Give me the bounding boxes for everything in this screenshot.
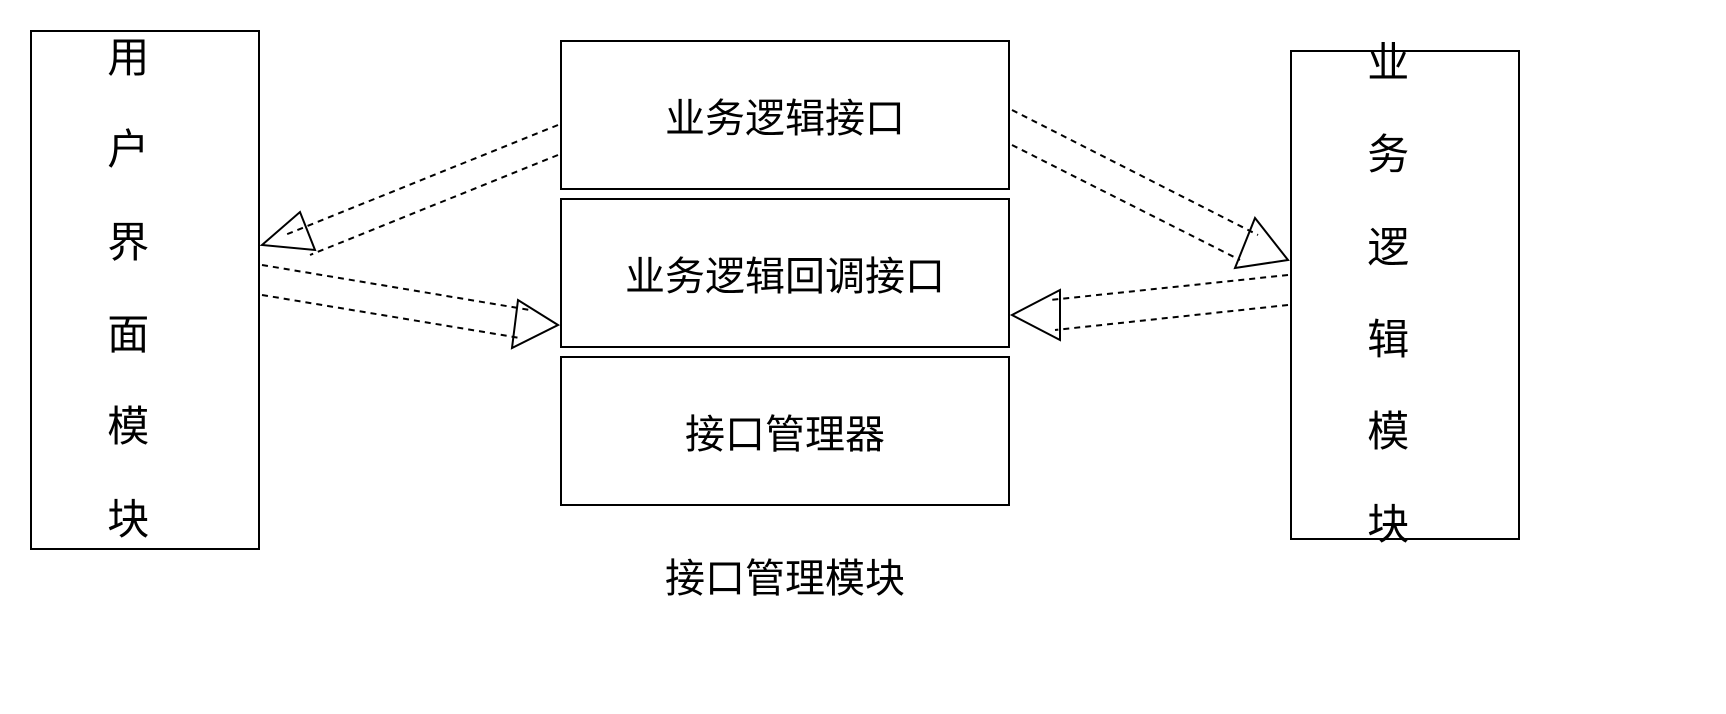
text-line: 业 务	[1312, 18, 1498, 203]
node-interface-manager: 接口管理器	[560, 356, 1010, 506]
node-interface-management-group: 业务逻辑接口 业务逻辑回调接口 接口管理器 接口管理模块	[560, 40, 1010, 604]
node-business-logic-interface: 业务逻辑接口	[560, 40, 1010, 190]
arrow-interface-to-ui	[262, 125, 558, 255]
node-label: 业务逻辑接口	[665, 86, 905, 144]
node-label: 业务逻辑回调接口	[625, 244, 945, 302]
node-label: 接口管理器	[685, 402, 885, 460]
diagram-container: 用 户 界 面 模 块 业 务 逻 辑 模 块 业务逻辑接口 业务逻辑回调接口 …	[0, 0, 1726, 714]
node-label: 业 务 逻 辑 模 块	[1312, 18, 1498, 572]
node-label: 用 户 界 面 模 块	[52, 13, 238, 567]
node-business-logic-module: 业 务 逻 辑 模 块	[1290, 50, 1520, 540]
arrow-logic-to-callback	[1012, 275, 1288, 340]
node-business-logic-callback-interface: 业务逻辑回调接口	[560, 198, 1010, 348]
node-user-interface-module: 用 户 界 面 模 块	[30, 30, 260, 550]
text-line: 模 块	[52, 382, 238, 567]
text-line: 模 块	[1312, 387, 1498, 572]
arrow-interface-to-logic	[1012, 110, 1288, 268]
group-label: 接口管理模块	[560, 546, 1010, 604]
text-line: 用 户	[52, 13, 238, 198]
text-line: 界 面	[52, 198, 238, 383]
arrow-ui-to-callback	[262, 265, 558, 348]
text-line: 逻 辑	[1312, 203, 1498, 388]
